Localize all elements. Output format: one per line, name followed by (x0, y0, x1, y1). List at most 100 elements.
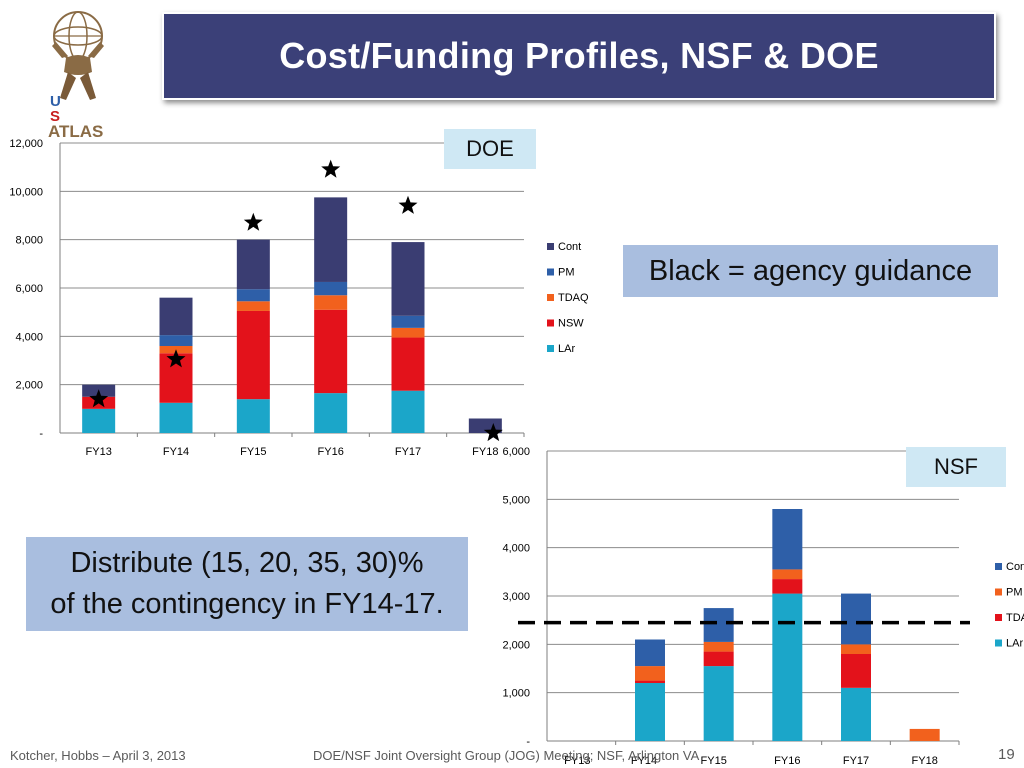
doe-bar-cont-fy14 (159, 297, 193, 336)
doe-category-label: FY17 (395, 446, 421, 458)
doe-bar-pm-fy17 (391, 315, 425, 328)
doe-y-tick-label: 6,000 (15, 283, 43, 295)
doe-y-tick-label: - (39, 428, 43, 440)
nsf-y-tick-label: 2,000 (502, 639, 530, 651)
doe-category-label: FY18 (472, 446, 498, 458)
nsf-legend-label: TDAC (1006, 612, 1024, 624)
nsf-label: NSF (906, 447, 1006, 487)
doe-legend-swatch (547, 345, 554, 352)
nsf-bar-pm-fy16 (772, 569, 803, 580)
doe-bar-cont-fy15 (236, 239, 270, 290)
doe-bar-lar-fy13 (82, 408, 116, 433)
nsf-bar-pm-fy14 (635, 666, 665, 681)
guidance-star-icon (243, 212, 263, 231)
doe-legend-swatch (547, 319, 554, 327)
distribute-note-line1: Distribute (15, 20, 35, 30)% (70, 547, 424, 579)
atlas-figure-icon (52, 11, 104, 100)
nsf-bar-tdaq-fy15 (703, 651, 734, 667)
nsf-bar-pm-fy17 (841, 644, 871, 654)
nsf-y-tick-label: 4,000 (502, 543, 530, 555)
doe-y-tick-label: 2,000 (15, 380, 43, 392)
doe-bar-pm-fy15 (236, 289, 270, 302)
doe-y-tick-label: 8,000 (15, 235, 43, 247)
atlas-logo: U S ATLAS (36, 6, 120, 140)
slide-title: Cost/Funding Profiles, NSF & DOE (279, 35, 879, 76)
doe-legend-label: TDAQ (558, 292, 589, 304)
nsf-bar-pm-fy15 (703, 641, 734, 652)
nsf-legend-label: Cont (1006, 561, 1024, 573)
nsf-bar-lar-fy15 (703, 666, 734, 741)
nsf-y-tick-label: 3,000 (502, 591, 530, 603)
doe-bar-cont-fy17 (391, 242, 425, 316)
doe-legend-label: Cont (558, 241, 581, 253)
doe-bar-tdaq-fy15 (236, 301, 270, 311)
nsf-bar-cont-fy16 (772, 509, 803, 570)
nsf-legend-label: LAr (1006, 638, 1023, 650)
distribute-note: Distribute (15, 20, 35, 30)% of the cont… (26, 537, 468, 631)
doe-legend-label: NSW (558, 318, 584, 330)
doe-legend-label: PM (558, 267, 575, 279)
footer-meeting: DOE/NSF Joint Oversight Group (JOG) Meet… (313, 748, 700, 763)
doe-category-label: FY13 (86, 446, 112, 458)
nsf-legend-swatch (995, 639, 1002, 647)
doe-bar-pm-fy16 (314, 281, 348, 296)
doe-bar-tdaq-fy17 (391, 327, 425, 338)
nsf-legend-swatch (995, 563, 1002, 570)
doe-legend-label: LAr (558, 343, 575, 355)
nsf-category-label: FY18 (912, 755, 938, 767)
doe-y-tick-label: 4,000 (15, 331, 43, 343)
footer-author: Kotcher, Hobbs – April 3, 2013 (10, 748, 186, 763)
guidance-star-icon (398, 195, 418, 214)
doe-bar-pm-fy14 (159, 335, 193, 346)
doe-category-label: FY14 (163, 446, 189, 458)
doe-category-label: FY16 (318, 446, 344, 458)
doe-bar-cont-fy16 (314, 197, 348, 282)
logo-letter-u: U (50, 93, 61, 110)
nsf-bar-cont-fy17 (841, 593, 871, 645)
title-banner: Cost/Funding Profiles, NSF & DOE (162, 12, 996, 100)
doe-legend-swatch (547, 268, 554, 276)
nsf-legend-label: PM (1006, 587, 1023, 599)
nsf-bar-lar-fy17 (841, 687, 871, 741)
doe-y-tick-label: 12,000 (9, 138, 43, 150)
distribute-note-line2: of the contingency in FY14-17. (50, 588, 444, 620)
doe-bar-nsw-fy16 (314, 309, 348, 394)
doe-bar-lar-fy17 (391, 390, 425, 433)
doe-legend-swatch (547, 294, 554, 301)
doe-bar-lar-fy14 (159, 402, 193, 433)
doe-label: DOE (444, 129, 536, 169)
nsf-category-label: FY16 (774, 755, 800, 767)
nsf-category-label: FY14 (631, 755, 657, 767)
nsf-category-label: FY13 (564, 755, 590, 767)
doe-bar-nsw-fy15 (236, 310, 270, 400)
page-number: 19 (998, 746, 1015, 763)
nsf-bar-lar-fy14 (635, 683, 665, 741)
nsf-y-tick-label: 1,000 (502, 688, 530, 700)
doe-bar-lar-fy16 (314, 393, 348, 433)
nsf-legend-swatch (995, 588, 1002, 596)
nsf-legend-swatch (995, 614, 1002, 621)
doe-bar-lar-fy15 (236, 399, 270, 433)
doe-y-tick-label: 10,000 (9, 186, 43, 198)
nsf-bar-tdaq-fy14 (635, 680, 665, 683)
doe-bar-tdaq-fy16 (314, 295, 348, 310)
nsf-y-tick-label: - (526, 736, 530, 748)
guidance-star-icon (89, 389, 109, 408)
nsf-y-tick-label: 5,000 (502, 494, 530, 506)
nsf-category-label: FY17 (843, 755, 869, 767)
nsf-bar-cont-fy14 (635, 639, 665, 667)
nsf-bar-tdaq-fy17 (841, 654, 871, 688)
guidance-star-icon (483, 423, 503, 442)
guidance-note: Black = agency guidance (623, 245, 998, 297)
guidance-star-icon (321, 159, 341, 178)
doe-legend-swatch (547, 243, 554, 250)
doe-bar-nsw-fy17 (391, 337, 425, 391)
nsf-bar-tdaq-fy16 (772, 579, 803, 594)
logo-atlas-text: ATLAS (48, 122, 104, 141)
nsf-y-tick-label: 6,000 (502, 446, 530, 458)
nsf-bar-lar-fy16 (772, 593, 803, 741)
nsf-bar-pm-fy18 (909, 728, 940, 741)
doe-category-label: FY15 (240, 446, 266, 458)
logo-letter-s: S (50, 108, 61, 125)
